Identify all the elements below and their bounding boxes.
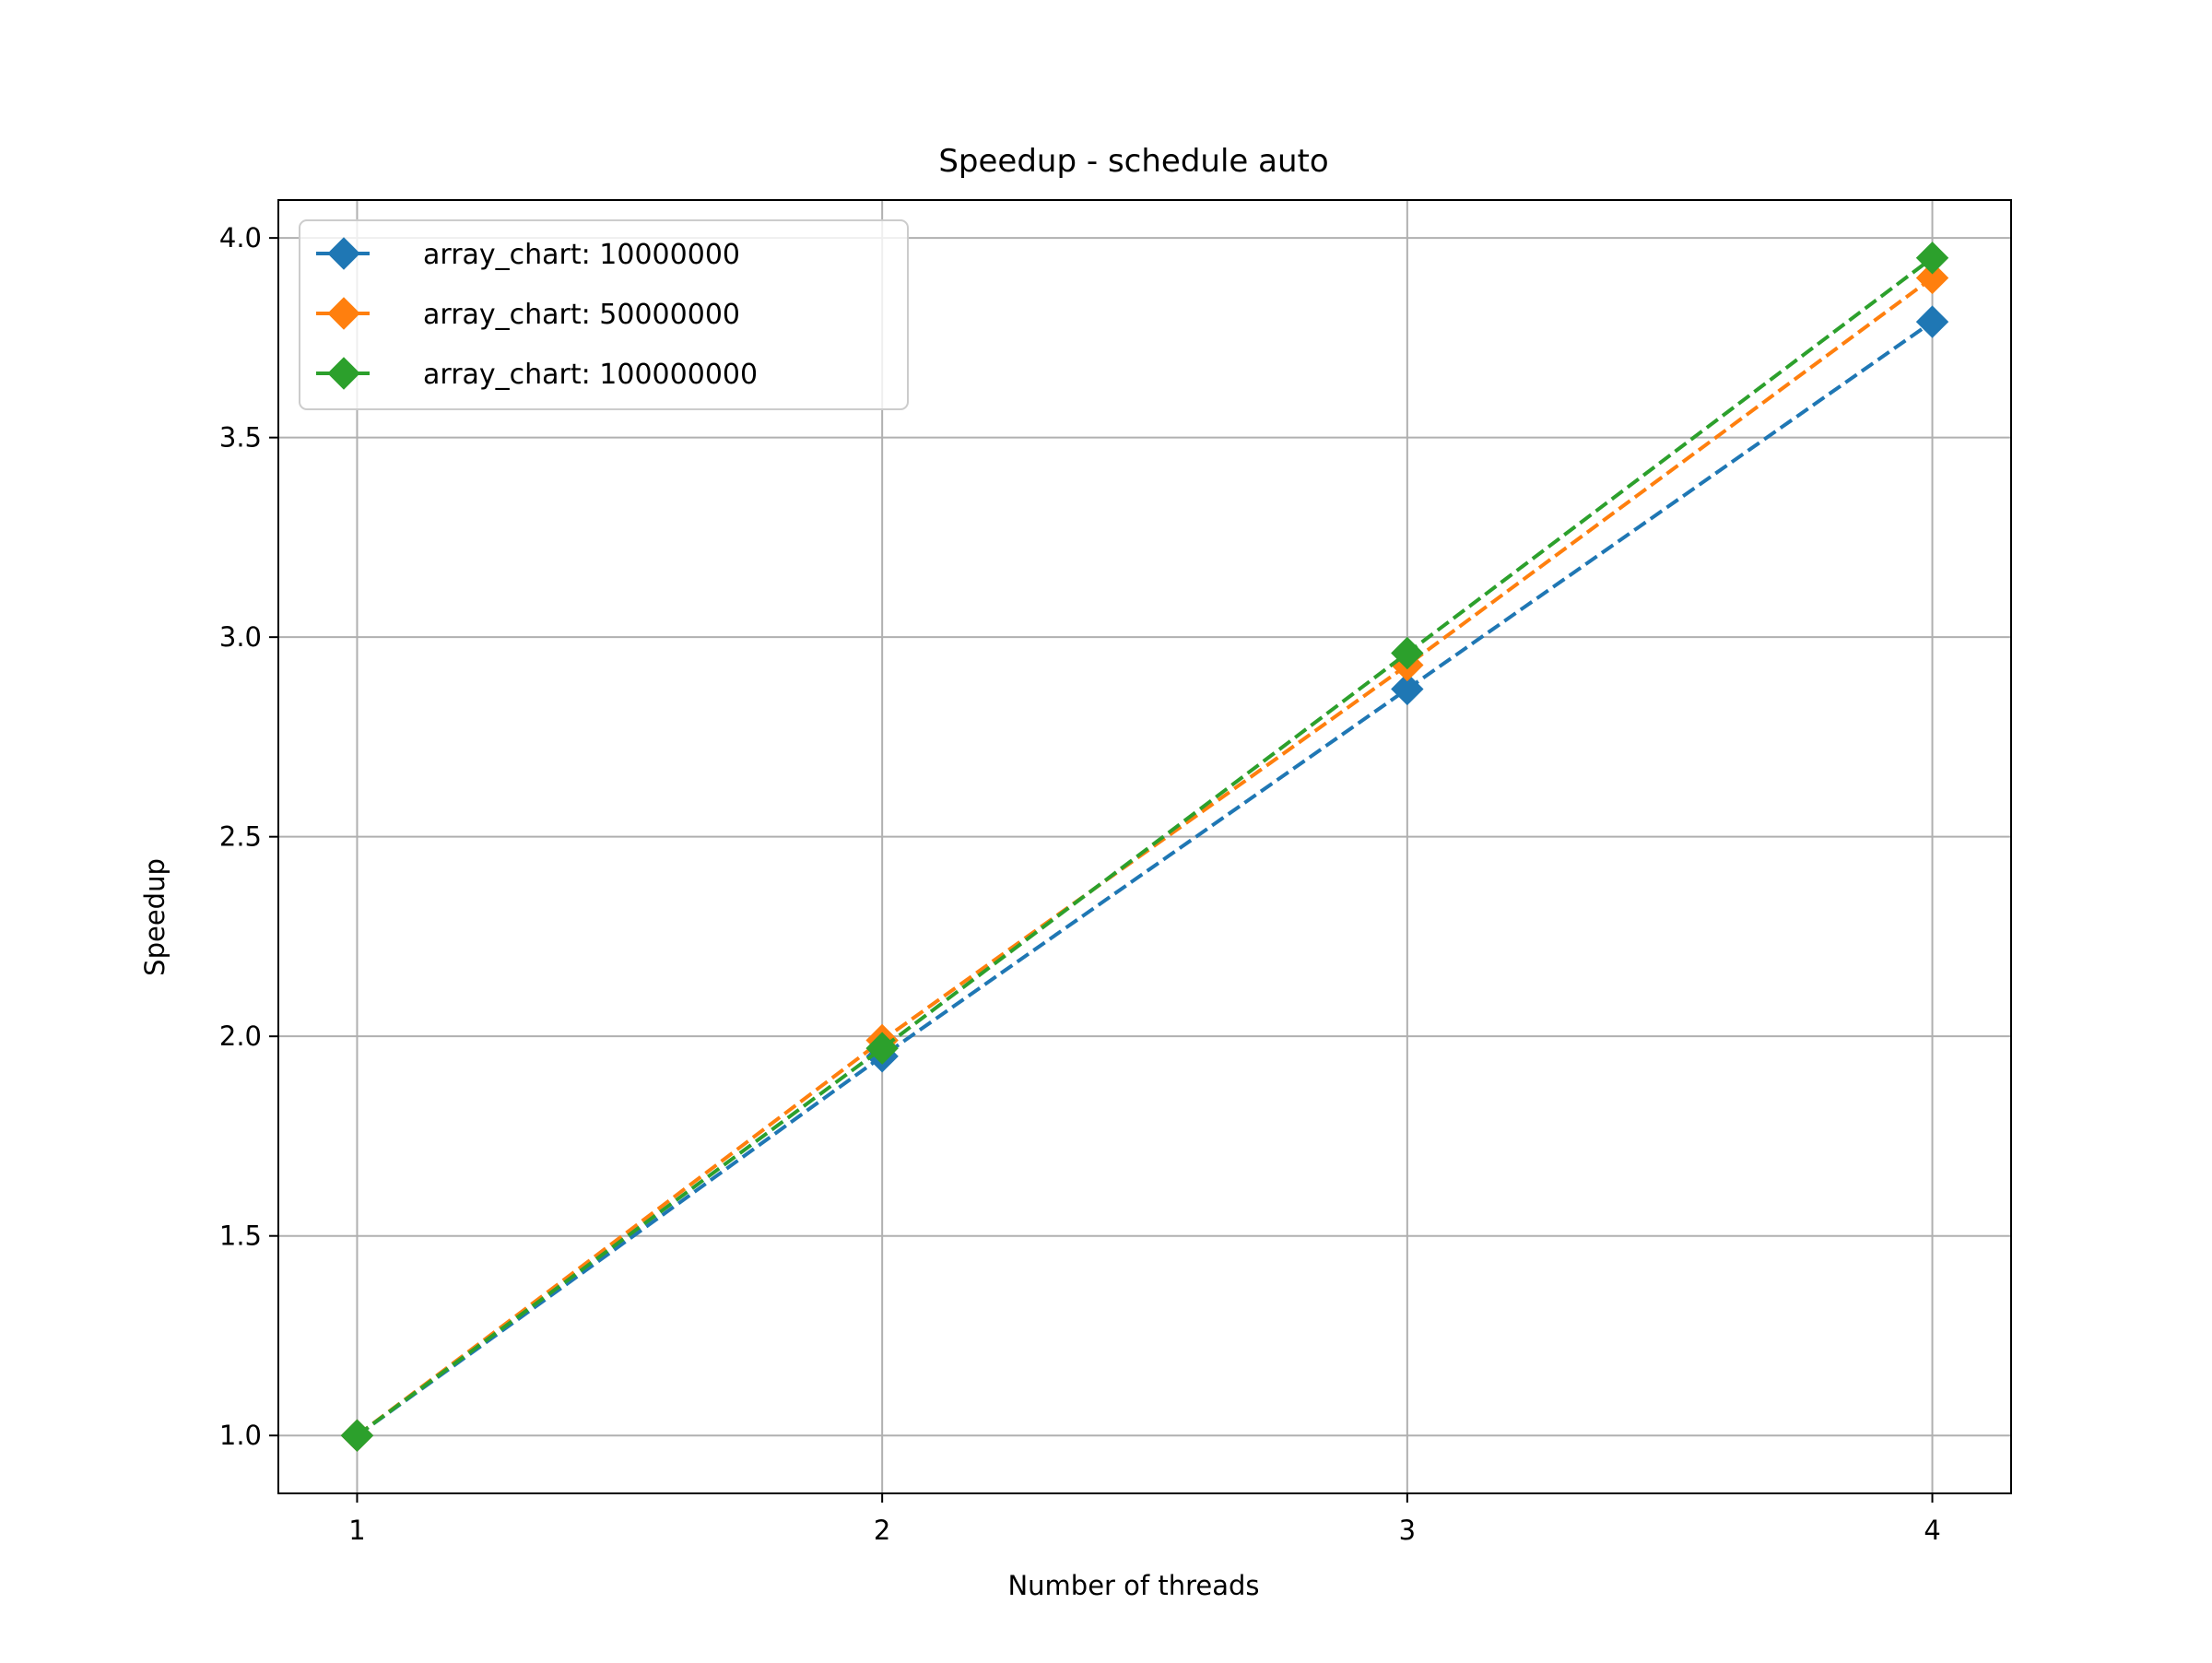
legend-marker [327, 237, 360, 270]
legend-marker [327, 357, 360, 390]
axis-ticks: 1 2 3 4 1.0 1.5 2.0 2.5 3.0 3.5 4.0 [219, 222, 1941, 1546]
grid-lines [278, 200, 2011, 1493]
legend-item: array_chart: 10000000 [316, 237, 740, 271]
y-tick-label: 1.0 [219, 1420, 262, 1451]
x-axis-label: Number of threads [1007, 1570, 1259, 1601]
y-axis-label: Speedup [139, 858, 171, 976]
data-point [1915, 261, 1949, 295]
series-layer [340, 242, 1949, 1452]
x-tick-label: 3 [1399, 1515, 1416, 1546]
legend-label: array_chart: 10000000 [423, 239, 740, 271]
plot-frame [277, 199, 2012, 1494]
legend-item: array_chart: 100000000 [316, 357, 758, 391]
data-point [1915, 242, 1949, 275]
x-tick-label: 4 [1924, 1515, 1940, 1546]
legend-box [299, 219, 909, 410]
data-point [340, 1419, 374, 1452]
y-tick-label: 2.5 [219, 821, 262, 853]
legend-label: array_chart: 50000000 [423, 299, 740, 331]
series-line [356, 320, 1934, 1437]
data-point [1915, 305, 1949, 338]
series-line [356, 256, 1934, 1437]
y-tick-label: 1.5 [219, 1221, 262, 1252]
data-point [1391, 672, 1424, 706]
x-tick-label: 1 [348, 1515, 365, 1546]
y-tick-label: 3.5 [219, 422, 262, 454]
legend: array_chart: 10000000 array_chart: 500000… [299, 219, 909, 410]
data-point [1391, 636, 1424, 670]
y-tick-label: 2.0 [219, 1020, 262, 1052]
series-3 [340, 242, 1949, 1452]
x-tick-label: 2 [874, 1515, 890, 1546]
chart-title: Speedup - schedule auto [938, 143, 1328, 180]
data-point [865, 1032, 899, 1065]
y-tick-label: 3.0 [219, 621, 262, 653]
legend-item: array_chart: 50000000 [316, 297, 740, 331]
y-tick-label: 4.0 [219, 222, 262, 254]
legend-marker [327, 297, 360, 330]
legend-label: array_chart: 100000000 [423, 359, 758, 391]
